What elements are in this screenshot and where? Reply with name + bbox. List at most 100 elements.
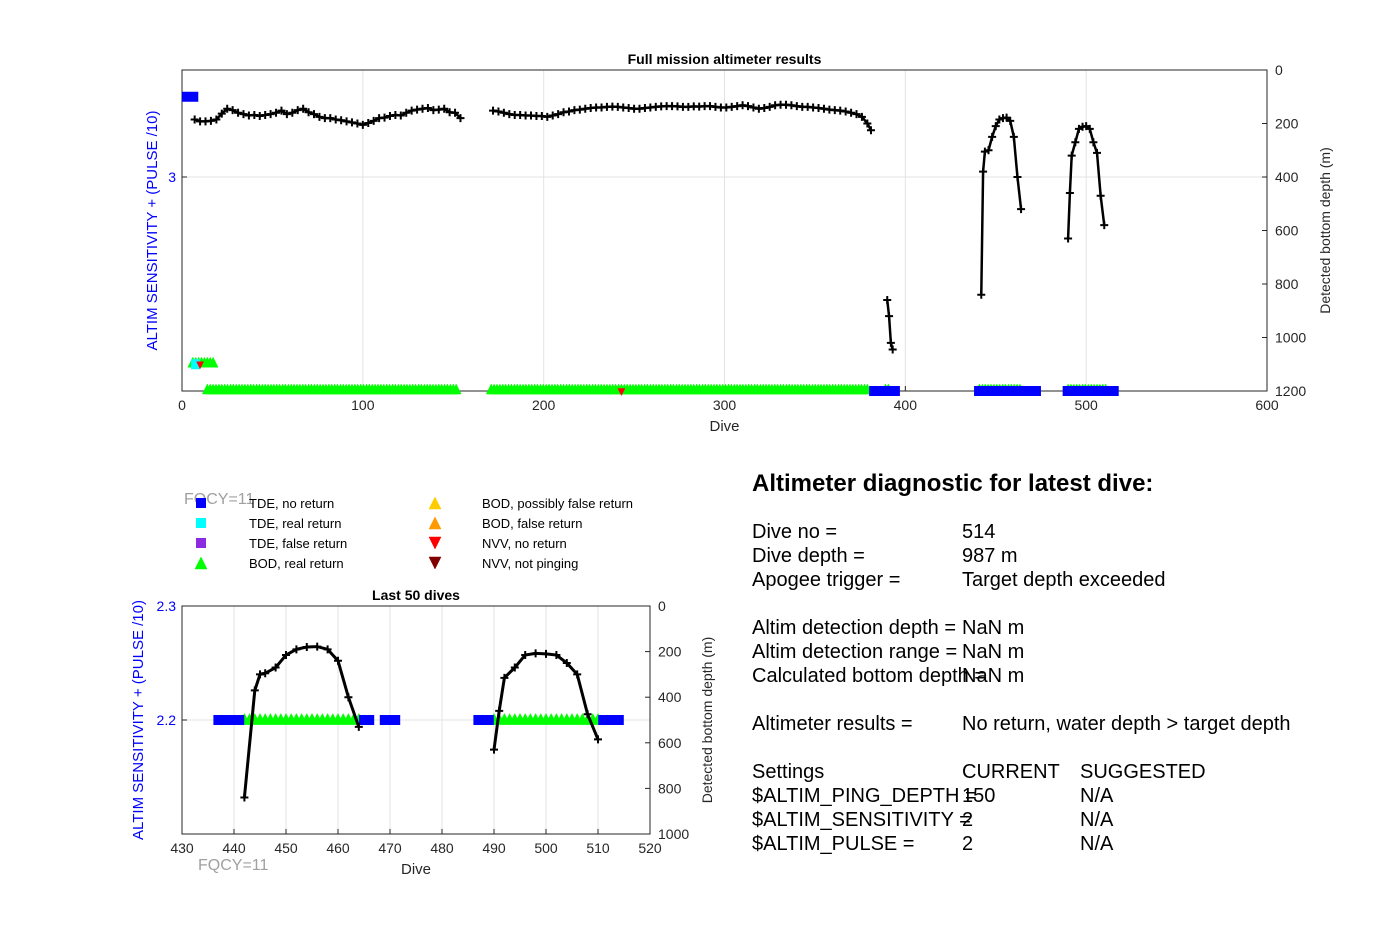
x-tick-label: 480 (430, 840, 454, 856)
setting-label: $ALTIM_PING_DEPTH = (752, 785, 977, 807)
depth-point (234, 108, 243, 117)
x-tick-label: 500 (1074, 397, 1098, 413)
depth-point (302, 643, 311, 652)
depth-point (857, 112, 866, 121)
depth-point (583, 710, 592, 719)
y-right-tick-label: 1200 (1275, 383, 1306, 399)
depth-point (250, 110, 259, 119)
setting-suggested: N/A (1080, 833, 1114, 855)
fqcy-label-bottom: FQCY=11 (198, 857, 269, 874)
x-tick-label: 470 (378, 840, 402, 856)
legend-marker (428, 496, 442, 510)
tde-no-return-marker (229, 715, 239, 725)
legend-marker (196, 538, 206, 548)
depth-point (380, 113, 389, 122)
depth-point (310, 110, 319, 119)
tde-no-return-marker (478, 715, 489, 725)
depth-point (299, 104, 308, 113)
diagnostic-title: Altimeter diagnostic for latest dive: (752, 470, 1154, 497)
x-tick-label: 510 (586, 840, 610, 856)
tde-no-return-marker (483, 715, 494, 725)
depth-point (841, 107, 850, 116)
depth-point (991, 122, 1000, 131)
depth-point (313, 642, 322, 651)
diagnostic-label: Altimeter results = (752, 713, 913, 735)
depth-point (863, 119, 872, 128)
depth-point (594, 735, 602, 744)
legend-marker (196, 498, 206, 508)
y-right-tick-label: 600 (1275, 223, 1299, 239)
depth-point (364, 118, 373, 127)
depth-point (353, 119, 362, 128)
depth-point (988, 132, 997, 141)
depth-point (847, 108, 856, 117)
legend-label: NVV, not pinging (482, 556, 578, 571)
x-tick-label: 100 (351, 397, 375, 413)
diagnostic-label: Dive no = (752, 521, 838, 543)
depth-point (564, 107, 573, 116)
y-right-tick-label: 1000 (1275, 330, 1306, 346)
tde-real-return-marker (191, 359, 201, 370)
tde-no-return-marker (598, 715, 609, 725)
depth-point (423, 103, 432, 112)
legend-marker (196, 518, 206, 528)
depth-point (1013, 173, 1022, 181)
chart-title: Full mission altimeter results (628, 51, 822, 67)
x-tick-label: 600 (1255, 397, 1279, 413)
depth-point (490, 745, 498, 754)
depth-point (206, 116, 215, 125)
legend-label: BOD, real return (249, 556, 344, 571)
diagnostic-label: Altim detection range = (752, 641, 958, 663)
depth-point (984, 146, 993, 155)
depth-point (1071, 138, 1080, 147)
depth-point (749, 103, 758, 112)
depth-point (323, 645, 332, 654)
depth-point (573, 670, 582, 679)
x-axis-label: Dive (709, 418, 739, 435)
depth-point (402, 108, 411, 117)
depth-point (451, 108, 460, 117)
y-right-axis-label: Detected bottom depth (m) (699, 637, 715, 804)
x-tick-label: 450 (274, 840, 298, 856)
y-right-tick-label: 1000 (658, 826, 689, 842)
x-axis-label: Dive (401, 861, 431, 878)
depth-point (760, 103, 769, 112)
depth-point (1064, 234, 1073, 243)
diagnostic-label: Dive depth = (752, 545, 865, 567)
x-tick-label: 400 (894, 397, 918, 413)
diagnostic-row: Dive depth = 987 m (752, 544, 1018, 568)
legend-label: TDE, no return (249, 496, 334, 511)
depth-point (1009, 132, 1018, 141)
settings-row: $ALTIM_SENSITIVITY = 2 N/A (752, 808, 1113, 832)
tde-no-return-marker (974, 386, 1041, 396)
tde-no-return-marker (869, 386, 900, 396)
depth-point (885, 312, 894, 321)
depth-point (240, 793, 249, 802)
depth-point (334, 656, 342, 665)
depth-point (261, 669, 270, 678)
depth-point (407, 106, 416, 115)
y-right-tick-label: 400 (1275, 169, 1299, 185)
legend-label: BOD, false return (482, 516, 582, 531)
setting-suggested: N/A (1080, 785, 1114, 807)
diagnostic-row: Calculated bottom depth = NaN m (752, 664, 1024, 688)
depth-point (342, 117, 351, 126)
y-right-tick-label: 800 (1275, 276, 1299, 292)
depth-point (1085, 124, 1094, 133)
depth-point (256, 670, 264, 679)
diagnostic-value: NaN m (962, 641, 1025, 663)
tde-no-return-marker (182, 91, 199, 102)
depth-point (277, 106, 286, 115)
last-50-dives-chart: 430 440 450 460 470 480 490 500 510 520 2.3 2.2 0 200… (130, 587, 715, 878)
depth-point (744, 102, 753, 111)
diagnostic-label: Calculated bottom depth = (752, 665, 987, 687)
depth-point (866, 126, 875, 135)
depth-point (212, 115, 221, 124)
full-mission-chart: 0 100 200 300 400 500 600 3 0 200 400 600 800 1000 120… (144, 51, 1333, 435)
tde-no-return-marker (473, 715, 484, 725)
depth-point (1006, 116, 1015, 125)
x-tick-label: 520 (638, 840, 662, 856)
depth-point (1065, 189, 1074, 198)
